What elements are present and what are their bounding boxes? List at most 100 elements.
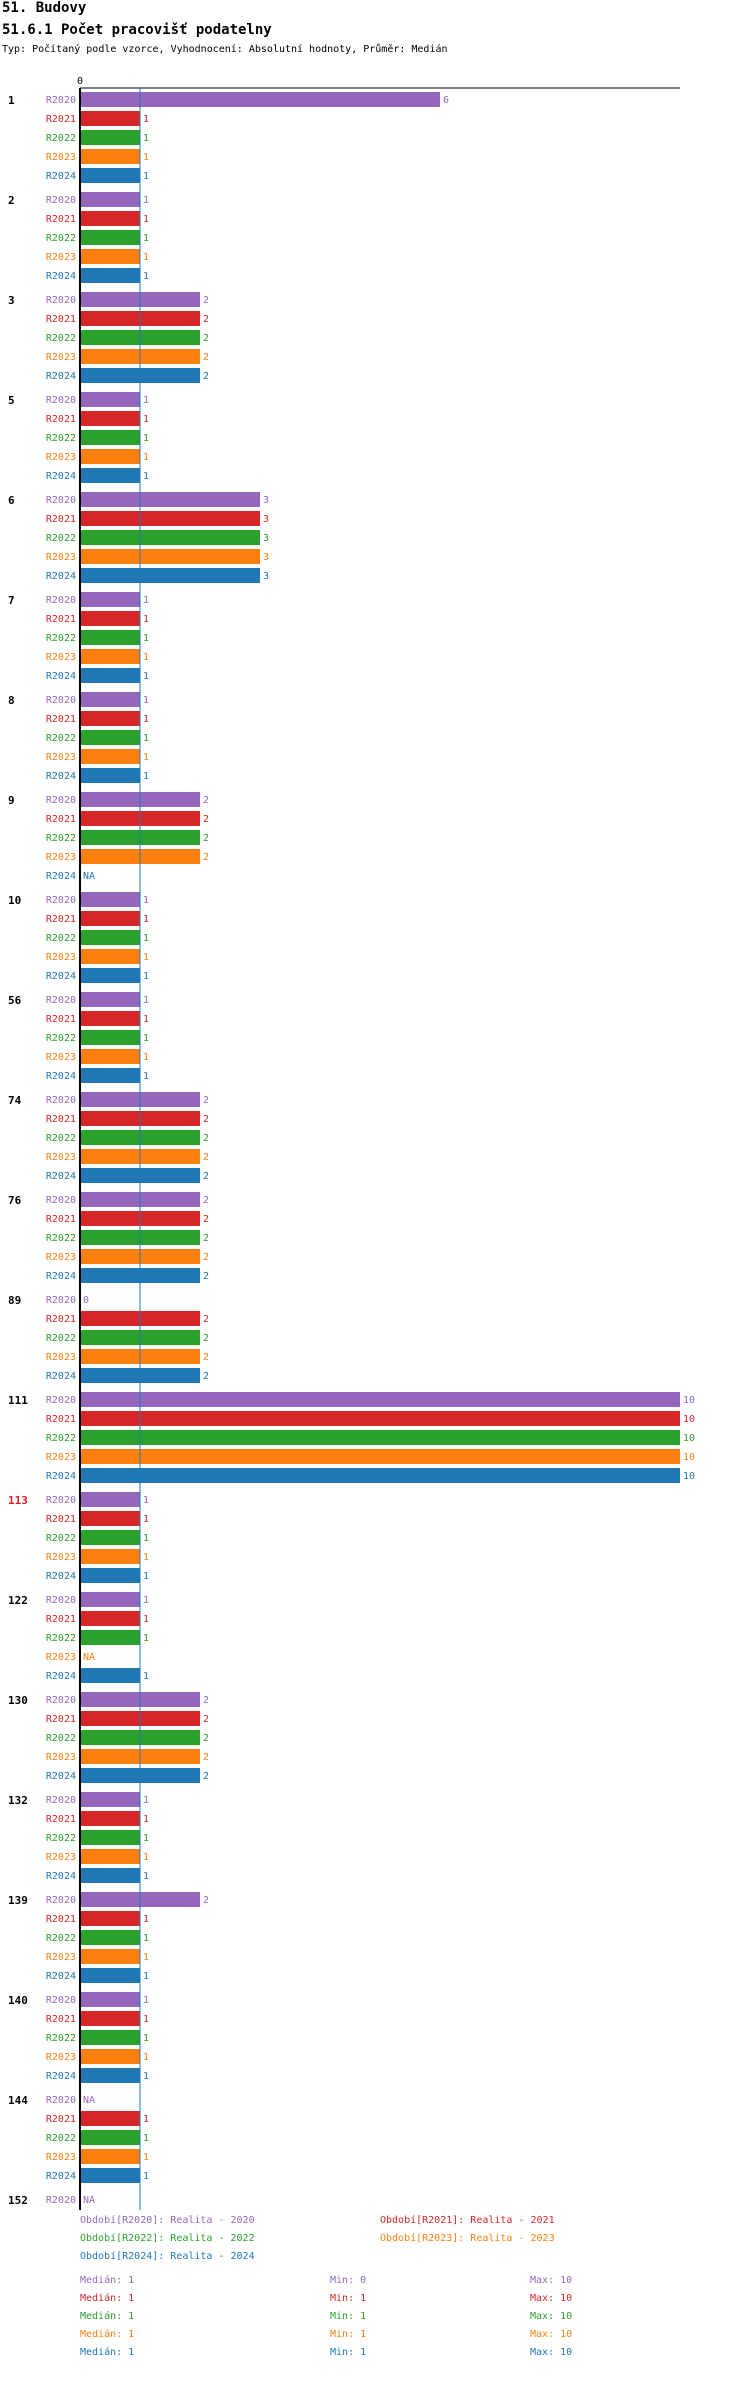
bar	[80, 1968, 140, 1983]
bar	[80, 492, 260, 507]
series-label: R2020	[46, 2195, 76, 2206]
series-label: R2024	[46, 2071, 76, 2082]
series-label: R2021	[46, 714, 76, 725]
series-label: R2021	[46, 1014, 76, 1025]
series-label: R2023	[46, 1752, 76, 1763]
data-label: 6	[443, 95, 449, 106]
series-label: R2024	[46, 1171, 76, 1182]
group-label: 89	[8, 1294, 21, 1307]
bar	[80, 692, 140, 707]
series-label: R2023	[46, 2052, 76, 2063]
bar	[80, 1811, 140, 1826]
bar	[80, 2130, 140, 2145]
data-label: 1	[143, 414, 149, 425]
series-label: R2021	[46, 1314, 76, 1325]
group-label: 8	[8, 694, 15, 707]
data-label: 1	[143, 395, 149, 406]
series-label: R2024	[46, 1071, 76, 1082]
data-label: 1	[143, 433, 149, 444]
data-label: 1	[143, 733, 149, 744]
series-label: R2021	[46, 1614, 76, 1625]
series-label: R2024	[46, 1671, 76, 1682]
data-label: 10	[683, 1471, 695, 1482]
series-label: R2020	[46, 1695, 76, 1706]
series-label: R2020	[46, 1195, 76, 1206]
legend-entry: Období[R2021]: Realita - 2021	[380, 2215, 555, 2226]
group-label: 130	[8, 1694, 28, 1707]
data-label: 1	[143, 114, 149, 125]
series-label: R2021	[46, 2114, 76, 2125]
data-label: 1	[143, 652, 149, 663]
bar	[80, 268, 140, 283]
data-label: 1	[143, 933, 149, 944]
bar	[80, 130, 140, 145]
bar	[80, 1611, 140, 1626]
data-label: 1	[143, 1995, 149, 2006]
series-label: R2024	[46, 271, 76, 282]
series-label: R2023	[46, 452, 76, 463]
series-label: R2024	[46, 371, 76, 382]
data-label: 1	[143, 1571, 149, 1582]
bar	[80, 1868, 140, 1883]
series-label: R2021	[46, 1714, 76, 1725]
data-label: 1	[143, 2033, 149, 2044]
data-label: 3	[263, 552, 269, 563]
legend-entry: Období[R2023]: Realita - 2023	[380, 2233, 555, 2244]
bar	[80, 968, 140, 983]
data-label: 1	[143, 614, 149, 625]
bar	[80, 1511, 140, 1526]
series-label: R2022	[46, 133, 76, 144]
data-label: 10	[683, 1414, 695, 1425]
series-label: R2020	[46, 595, 76, 606]
bar	[80, 430, 140, 445]
legend-entry: Období[R2022]: Realita - 2022	[80, 2233, 255, 2244]
series-label: R2020	[46, 1595, 76, 1606]
bar	[80, 1430, 680, 1445]
bar	[80, 1792, 140, 1807]
bar	[80, 992, 140, 1007]
data-label: 1	[143, 195, 149, 206]
series-label: R2022	[46, 2033, 76, 2044]
group-label: 3	[8, 294, 15, 307]
data-label: 1	[143, 214, 149, 225]
bar	[80, 1392, 680, 1407]
series-label: R2020	[46, 1895, 76, 1906]
data-label: 2	[203, 1133, 209, 1144]
bar	[80, 668, 140, 683]
data-label: 2	[203, 1271, 209, 1282]
bar	[80, 92, 440, 107]
series-label: R2020	[46, 295, 76, 306]
data-label: 2	[203, 1152, 209, 1163]
data-label: 3	[263, 514, 269, 525]
series-label: R2021	[46, 1814, 76, 1825]
stat-median: Medián: 1	[80, 2347, 135, 2358]
data-label: 2	[203, 1114, 209, 1125]
group-label: 122	[8, 1594, 28, 1607]
data-label: 3	[263, 533, 269, 544]
data-label: 1	[143, 1633, 149, 1644]
series-label: R2020	[46, 195, 76, 206]
data-label: 1	[143, 152, 149, 163]
series-label: R2024	[46, 871, 76, 882]
bar	[80, 1449, 680, 1464]
data-label: 1	[143, 633, 149, 644]
series-label: R2020	[46, 895, 76, 906]
series-label: R2023	[46, 252, 76, 263]
series-label: R2023	[46, 752, 76, 763]
bar	[80, 1492, 140, 1507]
bar	[80, 1592, 140, 1607]
bar	[80, 630, 140, 645]
bar	[80, 1668, 140, 1683]
series-label: R2021	[46, 414, 76, 425]
group-label: 132	[8, 1794, 28, 1807]
bar	[80, 2068, 140, 2083]
data-label: 2	[203, 1771, 209, 1782]
data-label: 3	[263, 495, 269, 506]
series-label: R2023	[46, 1152, 76, 1163]
series-label: R2023	[46, 152, 76, 163]
page-title: 51. Budovy	[2, 0, 87, 16]
data-label: 2	[203, 1195, 209, 1206]
bar	[80, 411, 140, 426]
data-label: 1	[143, 771, 149, 782]
bar	[80, 230, 140, 245]
